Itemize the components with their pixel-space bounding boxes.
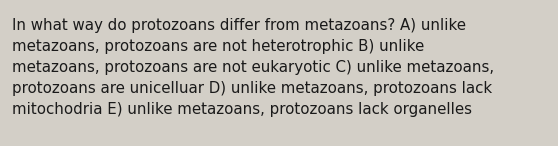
Text: In what way do protozoans differ from metazoans? A) unlike
metazoans, protozoans: In what way do protozoans differ from me… bbox=[12, 18, 494, 117]
